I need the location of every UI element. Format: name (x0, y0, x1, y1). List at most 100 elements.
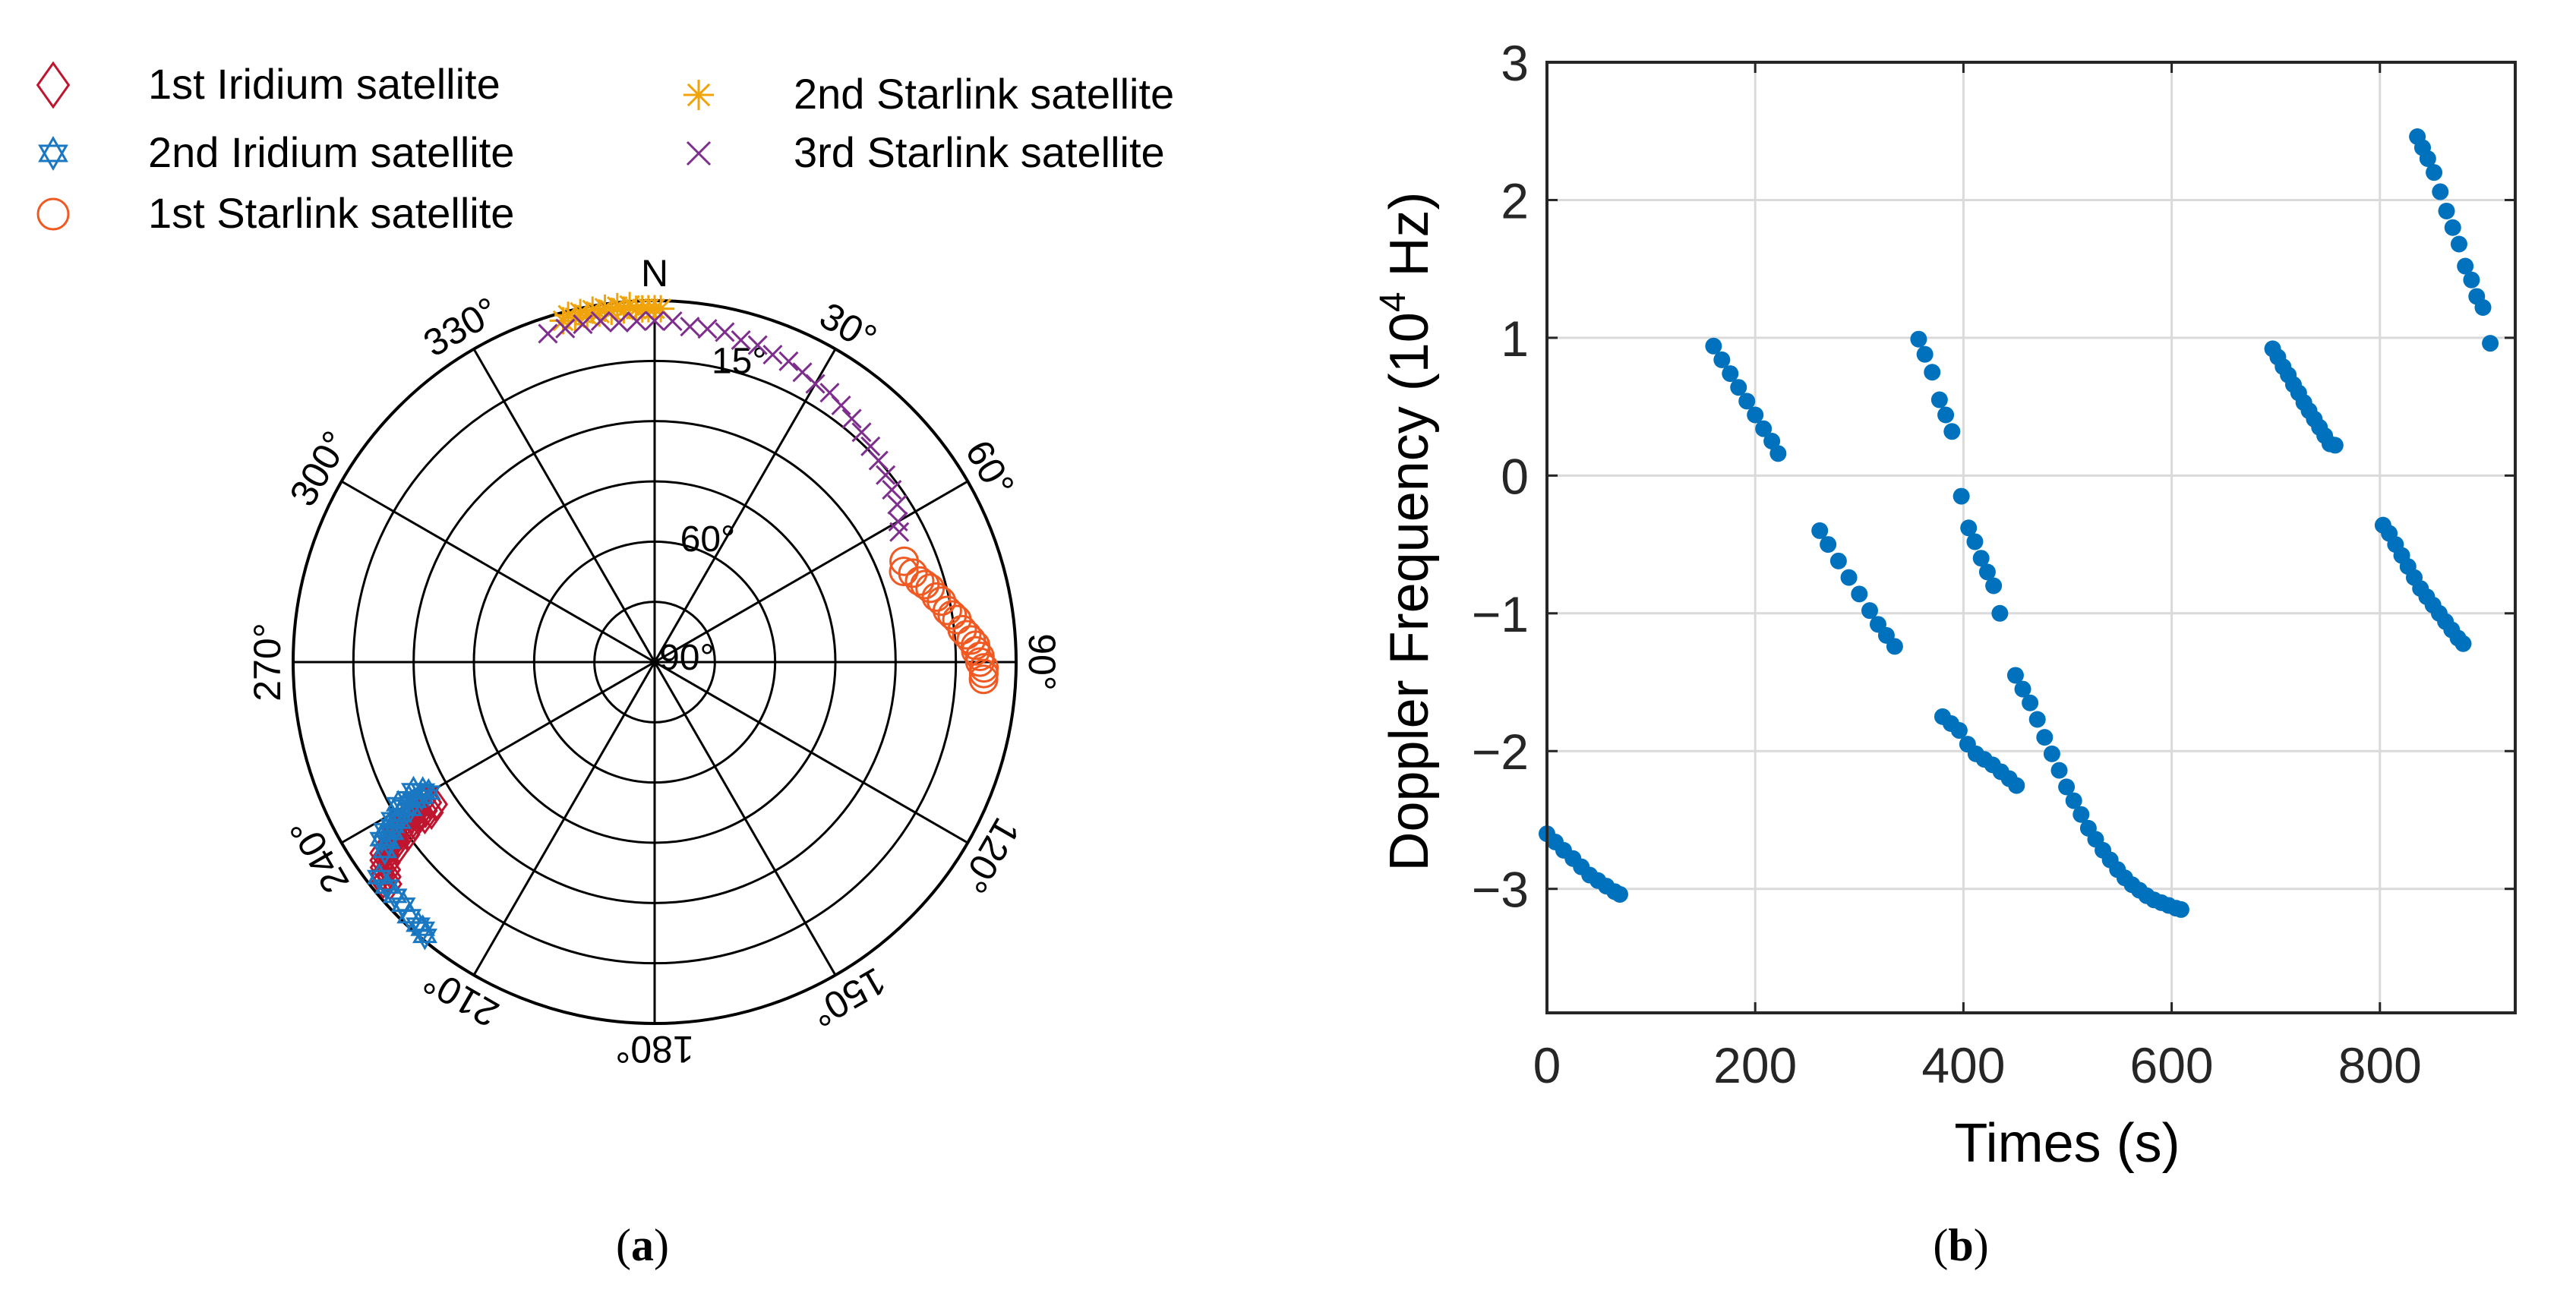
data-point (412, 921, 437, 951)
data-point (1840, 569, 1858, 586)
series-1st-starlink-satellite (889, 546, 999, 695)
data-point (2432, 183, 2449, 200)
data-point (598, 298, 626, 326)
data-point (889, 557, 919, 587)
data-point (2008, 777, 2025, 794)
data-point (608, 312, 630, 333)
series-segment-9 (2409, 128, 2499, 352)
elevation-tick-15: 15° (712, 342, 767, 382)
data-point (2454, 635, 2472, 652)
data-point (747, 335, 768, 355)
data-point (841, 408, 862, 429)
data-point (1829, 552, 1847, 569)
azimuth-tick-330: 330° (416, 289, 506, 364)
plot-frame (1545, 61, 2517, 1014)
data-point (882, 480, 902, 500)
data-point (2036, 729, 2054, 746)
elevation-ring-60 (532, 540, 777, 784)
data-point (1930, 391, 1948, 408)
data-point (831, 395, 851, 416)
data-point (1924, 364, 1941, 381)
data-point (968, 664, 999, 695)
polar-axes: 30° 60° 90° 120° 150° 180° 210° 240° 270° 300° 330… (246, 252, 1063, 1071)
x-axis-label: Times (s) (1954, 1113, 2180, 1174)
data-point (2438, 202, 2455, 219)
panel-a-label: (a) (616, 1220, 669, 1270)
data-point (2043, 745, 2060, 762)
data-point (932, 595, 962, 626)
data-point (1991, 604, 2009, 622)
legend-marker (38, 135, 68, 172)
data-point (715, 322, 735, 342)
panel-b-label: (b) (1933, 1220, 1988, 1270)
data-point (1972, 550, 1990, 567)
series-segment-5 (1934, 708, 2025, 794)
data-point (2450, 235, 2467, 253)
x-tick-label: 0 (1533, 1037, 1561, 1093)
y-tick-label: −3 (1472, 862, 1529, 918)
panel-a-polar-plot: 1st Iridium satellite 2nd Iridium satelli… (36, 60, 1174, 1270)
data-point (1943, 423, 1961, 440)
data-point (410, 914, 436, 944)
series-3rd-starlink-satellite (538, 311, 910, 542)
data-point (1966, 533, 1984, 550)
data-point (1851, 585, 1868, 603)
x-tick-label: 600 (2130, 1037, 2214, 1093)
legend-marker (36, 197, 70, 231)
data-point (1769, 445, 1787, 462)
data-point (2014, 680, 2031, 698)
data-point (1950, 722, 1968, 740)
data-point (627, 311, 647, 332)
data-point (1722, 365, 1739, 383)
data-point (538, 323, 558, 344)
data-point (2474, 298, 2492, 316)
data-point (898, 558, 928, 588)
data-point (1738, 393, 1756, 410)
data-point (889, 522, 910, 542)
data-point (876, 465, 896, 485)
doppler-axes: 0 200 400 600 800 −3 −2 −1 0 1 2 3 (1472, 35, 2517, 1093)
elevation-ring-30 (412, 420, 897, 904)
azimuth-tick-60: 60° (957, 433, 1022, 503)
legend-item-3rd-starlink-satellite: 3rd Starlink satellite (686, 128, 1165, 176)
data-point (731, 330, 751, 351)
y-axis-label: Doppler Frequency (104 Hz) (1373, 191, 1440, 871)
data-point (680, 317, 700, 337)
data-point (887, 494, 908, 515)
data-point (964, 647, 995, 677)
data-point (376, 852, 402, 888)
data-point (2072, 806, 2090, 823)
data-point (1747, 406, 1764, 424)
elevation-tick-60: 60° (680, 519, 736, 560)
data-point (2426, 164, 2443, 181)
series-2nd-iridium-satellite (367, 775, 441, 951)
data-point (2058, 778, 2076, 796)
data-point (1861, 602, 1878, 620)
legend-item-1st-starlink-satellite: 1st Starlink satellite (36, 189, 514, 237)
x-tick-label: 200 (1713, 1037, 1797, 1093)
azimuth-tick-270: 270° (246, 623, 289, 701)
data-point (1960, 519, 1978, 537)
legend-label: 2nd Starlink satellite (794, 70, 1174, 118)
data-point (1763, 432, 1781, 449)
data-point (662, 311, 683, 332)
data-point (1820, 536, 1837, 554)
doppler-data-points (1539, 128, 2499, 918)
data-point (2050, 762, 2068, 779)
azimuth-tick-150: 150° (803, 959, 893, 1035)
data-point (1886, 638, 1903, 655)
data-point (1978, 563, 1996, 581)
data-point (860, 436, 881, 456)
data-point (2463, 271, 2480, 289)
elevation-ring-45 (472, 480, 837, 844)
data-point (2326, 437, 2344, 454)
data-point (952, 620, 982, 650)
data-point (372, 836, 398, 866)
azimuth-tick-90: 90° (1021, 633, 1063, 691)
series-segment-8 (2374, 516, 2472, 652)
azimuth-tick-180: 180° (615, 1028, 693, 1071)
azimuth-tick-210: 210° (416, 959, 506, 1035)
data-point (868, 450, 889, 471)
data-point (778, 351, 799, 371)
